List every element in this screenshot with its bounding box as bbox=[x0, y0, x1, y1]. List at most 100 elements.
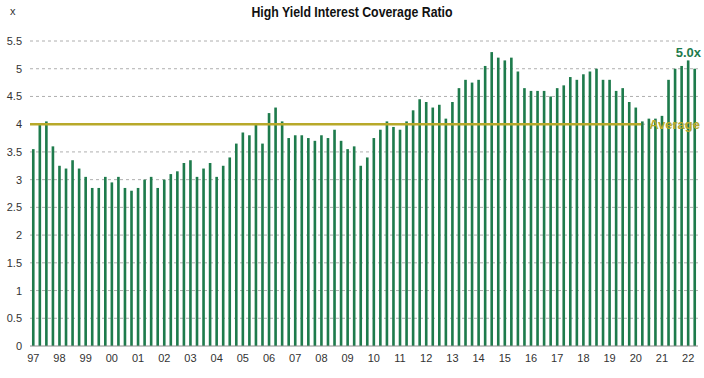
bar bbox=[648, 119, 651, 346]
bar bbox=[517, 72, 520, 347]
bar bbox=[130, 191, 133, 346]
bar bbox=[314, 141, 317, 346]
x-tick-label: 16 bbox=[525, 352, 537, 364]
bar bbox=[209, 163, 212, 346]
bar bbox=[680, 66, 683, 346]
bar bbox=[405, 121, 408, 346]
bar bbox=[503, 60, 506, 346]
bar bbox=[451, 102, 454, 346]
bar bbox=[576, 80, 579, 346]
bar bbox=[97, 188, 100, 346]
bar bbox=[281, 121, 284, 346]
bar bbox=[641, 121, 644, 346]
x-tick-label: 20 bbox=[630, 352, 642, 364]
bar bbox=[425, 102, 428, 346]
x-tick-label: 21 bbox=[656, 352, 668, 364]
bar bbox=[693, 69, 696, 346]
bar bbox=[392, 127, 395, 346]
bar bbox=[300, 135, 303, 346]
bar bbox=[471, 83, 474, 346]
x-tick-label: 00 bbox=[106, 352, 118, 364]
bar bbox=[242, 133, 245, 347]
bar bbox=[379, 130, 382, 346]
x-tick-label: 11 bbox=[394, 352, 405, 364]
bar bbox=[608, 80, 611, 346]
y-tick-label: 5 bbox=[16, 63, 22, 75]
x-tick-label: 22 bbox=[682, 352, 694, 364]
bar bbox=[458, 88, 461, 346]
bar bbox=[418, 99, 421, 346]
bar bbox=[196, 177, 199, 346]
chart: High Yield Interest Coverage Ratiox00.51… bbox=[0, 0, 704, 378]
x-axis-line bbox=[30, 346, 698, 347]
x-tick-label: 01 bbox=[132, 352, 144, 364]
bar bbox=[111, 182, 114, 346]
bar bbox=[654, 119, 657, 346]
bar bbox=[169, 174, 172, 346]
average-label: Average bbox=[649, 117, 700, 132]
bar bbox=[536, 91, 539, 346]
x-tick-label: 13 bbox=[446, 352, 458, 364]
bar bbox=[268, 113, 271, 346]
bar bbox=[235, 144, 238, 346]
y-tick-label: 4 bbox=[16, 118, 22, 130]
bar bbox=[176, 171, 179, 346]
bar bbox=[228, 157, 231, 346]
bar bbox=[530, 91, 533, 346]
bar bbox=[543, 91, 546, 346]
bar bbox=[595, 69, 598, 346]
bar bbox=[549, 96, 552, 346]
bar bbox=[333, 130, 336, 346]
bar bbox=[589, 72, 592, 347]
bar bbox=[294, 135, 297, 346]
bar bbox=[143, 180, 146, 346]
bar bbox=[117, 177, 120, 346]
grid-line bbox=[30, 124, 698, 125]
bar bbox=[628, 102, 631, 346]
bar bbox=[137, 188, 140, 346]
x-tick-label: 97 bbox=[27, 352, 39, 364]
bar bbox=[255, 124, 258, 346]
bar bbox=[602, 80, 605, 346]
bar bbox=[497, 58, 500, 346]
bar bbox=[78, 169, 81, 346]
bar bbox=[91, 188, 94, 346]
bar bbox=[621, 88, 624, 346]
bar bbox=[156, 188, 159, 346]
bar bbox=[39, 124, 42, 346]
x-tick-label: 04 bbox=[211, 352, 223, 364]
bar bbox=[163, 180, 166, 346]
y-tick-label: 4.5 bbox=[7, 90, 22, 102]
x-tick-label: 03 bbox=[184, 352, 196, 364]
bar bbox=[687, 60, 690, 346]
bar bbox=[661, 116, 664, 346]
bar bbox=[307, 138, 310, 346]
bar bbox=[248, 135, 251, 346]
bar bbox=[490, 52, 493, 346]
bar bbox=[615, 91, 618, 346]
bar bbox=[431, 108, 434, 346]
bar bbox=[340, 141, 343, 346]
bar bbox=[215, 177, 218, 346]
bar bbox=[84, 177, 87, 346]
x-tick-label: 19 bbox=[603, 352, 615, 364]
x-tick-label: 18 bbox=[577, 352, 589, 364]
bar bbox=[464, 80, 467, 346]
bar bbox=[556, 88, 559, 346]
bar bbox=[569, 77, 572, 346]
bar bbox=[674, 69, 677, 346]
bar bbox=[353, 146, 356, 346]
bar bbox=[189, 160, 192, 346]
y-tick-label: 2.5 bbox=[7, 201, 22, 213]
bars bbox=[32, 52, 696, 346]
bar bbox=[634, 108, 637, 346]
bar bbox=[45, 121, 48, 346]
y-axis-label: x bbox=[10, 5, 16, 17]
bar bbox=[104, 177, 107, 346]
bar bbox=[386, 121, 389, 346]
bar bbox=[261, 144, 264, 346]
bar bbox=[346, 149, 349, 346]
bar bbox=[373, 138, 376, 346]
bar bbox=[327, 138, 330, 346]
bar bbox=[359, 166, 362, 346]
